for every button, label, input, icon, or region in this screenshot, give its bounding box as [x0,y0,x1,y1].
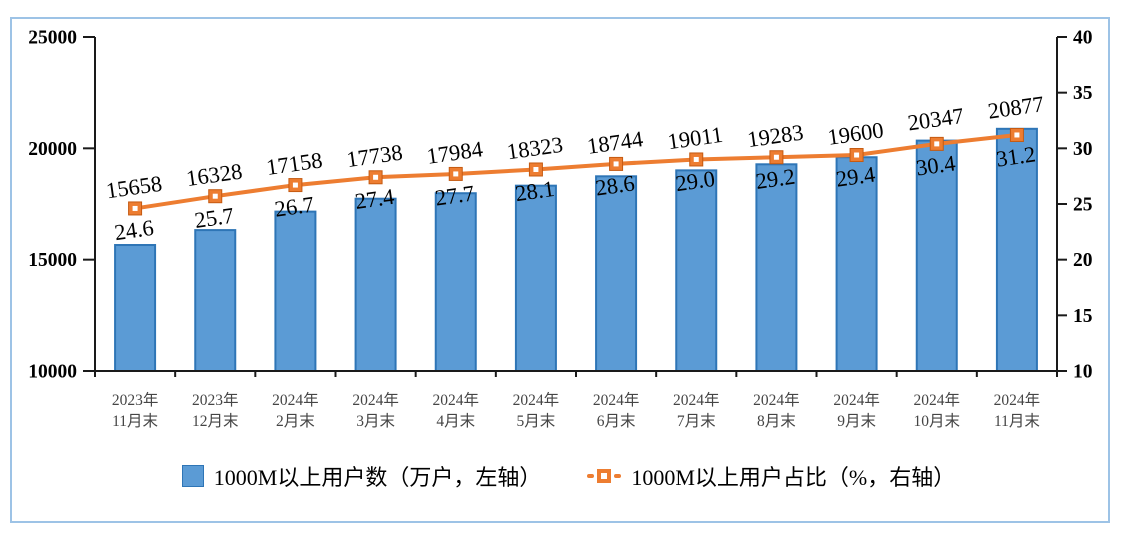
bar-value-label-5: 18323 [505,132,564,165]
bar-1 [194,229,237,372]
category-label-5: 2024年 5月末 [513,391,560,430]
category-label-2: 2024年 2月末 [272,391,319,430]
bar-value-label-6: 18744 [585,126,644,159]
line-marker-center-7 [693,156,699,162]
category-label-0: 2023年 11月末 [112,391,159,430]
right-axis-tick-label: 25 [1073,195,1093,216]
bar-value-label-8: 19283 [746,120,805,153]
line-series-label: 1000M以上用户占比（%，右轴） [631,465,956,490]
category-label-6: 2024年 6月末 [593,391,640,430]
bar-value-label-11: 20877 [986,91,1045,124]
percentage-line [134,132,1018,211]
line-value-label-7: 29.0 [674,166,716,196]
bar-value-label-3: 17738 [345,140,404,173]
bar-9 [835,156,878,372]
line-value-label-5: 28.1 [514,176,556,206]
right-axis-tick-label: 40 [1073,28,1093,49]
bar-series-label: 1000M以上用户数（万户，左轴） [213,465,542,490]
line-dash-right [614,474,622,478]
bar-4 [434,192,477,372]
right-axis-tick-label: 10 [1073,362,1093,383]
line-marker-center-10 [934,141,940,147]
bar-2 [274,210,317,372]
line-marker-center-3 [373,174,379,180]
bar-series-swatch [181,465,204,487]
bar-value-label-1: 16328 [185,158,244,191]
line-value-label-8: 29.2 [754,164,796,194]
bar-7 [675,169,718,372]
line-marker-center-2 [292,182,298,188]
bar-value-label-0: 15658 [104,171,163,204]
bar-6 [595,175,638,372]
bar-value-label-9: 19600 [826,117,885,150]
bar-value-label-7: 19011 [666,122,724,154]
right-axis-tick-label: 30 [1073,139,1093,160]
category-label-8: 2024年 8月末 [753,391,800,430]
line-dash-left [587,474,595,478]
line-value-label-11: 31.2 [995,141,1037,171]
bar-0 [114,244,157,372]
category-label-3: 2024年 3月末 [352,391,399,430]
category-label-1: 2023年 12月末 [192,391,239,430]
line-value-label-0: 24.6 [113,215,155,245]
line-marker-center-9 [854,152,860,158]
line-marker-center-0 [132,205,138,211]
left-axis-tick-label: 20000 [28,139,77,160]
line-square-marker [597,469,612,483]
legend-item-bar-series: 1000M以上用户数（万户，左轴） [181,460,542,492]
bar-5 [514,184,557,372]
category-label-4: 2024年 4月末 [432,391,479,430]
line-marker-center-5 [533,166,539,172]
line-value-label-10: 30.4 [914,150,956,180]
bar-value-label-2: 17158 [265,147,324,180]
category-label-10: 2024年 10月末 [913,391,960,430]
line-value-label-3: 27.4 [353,184,395,214]
category-label-9: 2024年 9月末 [833,391,880,430]
line-series-marker-icon [587,469,622,483]
left-axis-tick-label: 15000 [28,250,77,271]
right-axis-tick-label: 35 [1073,83,1093,104]
category-label-7: 2024年 7月末 [673,391,720,430]
line-marker-center-1 [212,193,218,199]
legend: 1000M以上用户数（万户，左轴） 1000M以上用户占比（%，右轴） [0,458,1137,494]
bar-value-label-4: 17984 [425,136,484,169]
line-marker-center-8 [773,154,779,160]
category-label-11: 2024年 11月末 [994,391,1041,430]
legend-item-line-series: 1000M以上用户占比（%，右轴） [587,460,955,492]
right-axis-tick-label: 20 [1073,250,1093,271]
left-axis-tick-label: 25000 [28,28,77,49]
line-value-label-2: 26.7 [273,192,315,222]
bar-8 [755,163,798,372]
line-value-label-9: 29.4 [834,161,876,191]
line-marker-center-11 [1014,132,1020,138]
line-marker-center-4 [453,171,459,177]
bar-3 [354,197,397,372]
left-axis-tick-label: 10000 [28,362,77,383]
line-value-label-1: 25.7 [193,203,235,233]
right-axis-tick-label: 15 [1073,306,1093,327]
bar-value-label-10: 20347 [906,103,965,136]
bar-10 [915,139,958,372]
line-marker-center [601,473,608,479]
line-value-label-4: 27.7 [433,180,475,210]
line-value-label-6: 28.6 [594,170,636,200]
line-marker-center-6 [613,161,619,167]
